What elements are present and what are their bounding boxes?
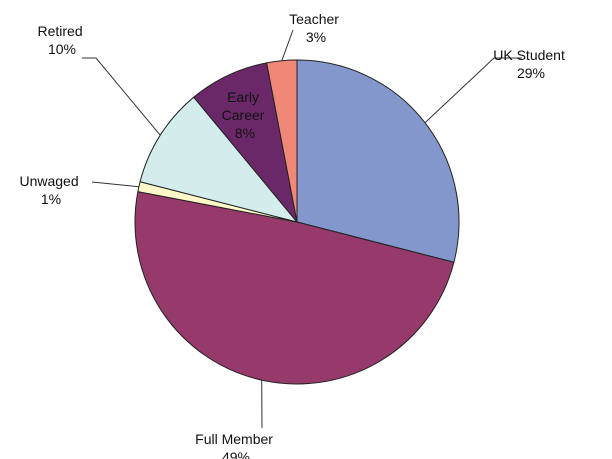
- pie-slice-uk-student: [296, 59, 460, 263]
- slice-label-retired: Retired 10%: [37, 23, 86, 57]
- leader-lines: [82, 29, 522, 429]
- leader-line-retired: [82, 57, 161, 136]
- slice-label-unwaged: Unwaged 1%: [19, 173, 82, 207]
- leader-line-teacher: [281, 29, 294, 61]
- leader-line-unwaged: [91, 181, 139, 188]
- slice-label-full-member: Full Member 49%: [195, 431, 277, 459]
- pie-slice-retired: [139, 96, 299, 223]
- leader-line-uk-student: [424, 57, 522, 124]
- pie-slices: [134, 59, 460, 385]
- slice-label-teacher: Teacher 3%: [289, 11, 343, 45]
- slice-label-uk-student: UK Student 29%: [493, 47, 569, 81]
- slice-label-early-career: Early Career 8%: [222, 89, 269, 141]
- pie-slice-teacher: [266, 59, 298, 223]
